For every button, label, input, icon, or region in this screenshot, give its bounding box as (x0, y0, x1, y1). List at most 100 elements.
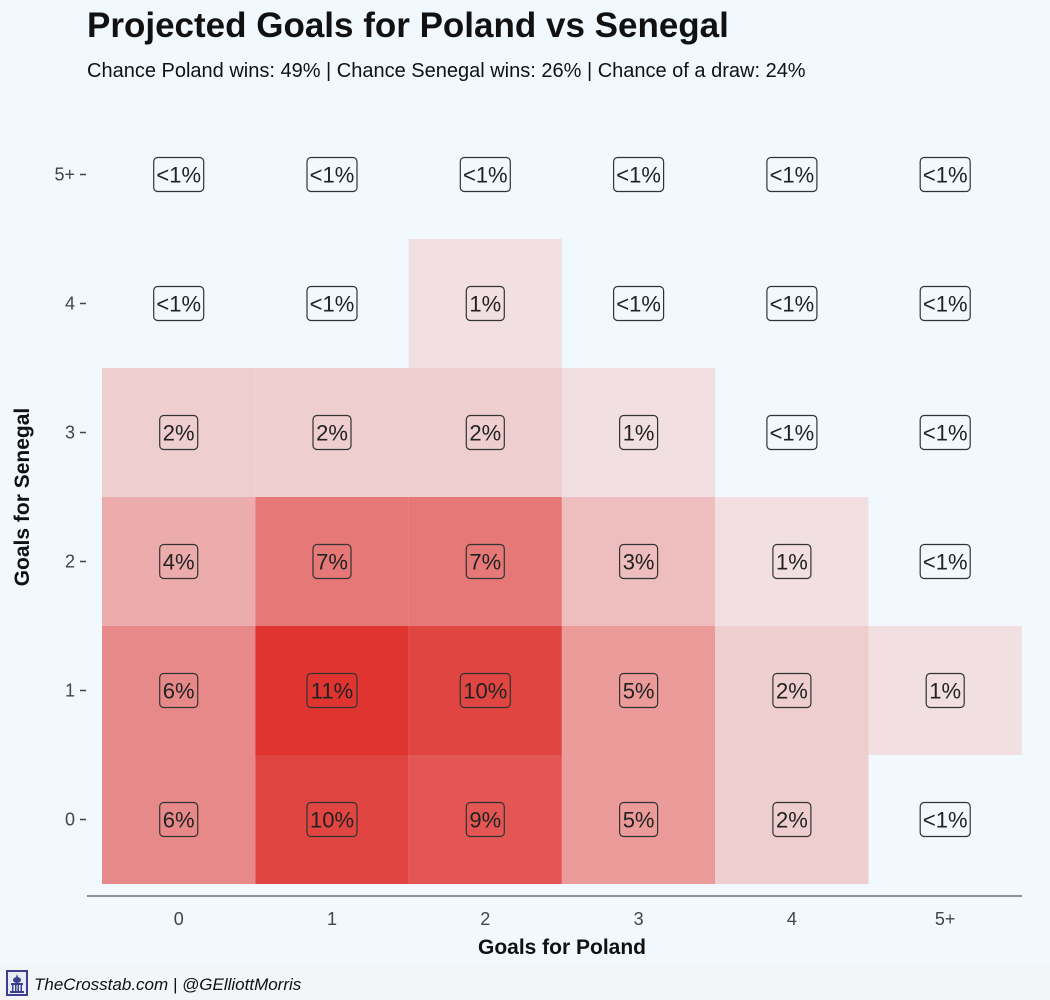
cell-label: <1% (923, 163, 968, 188)
x-tick-label: 3 (634, 909, 644, 929)
cell-label-box (312, 414, 352, 451)
cell-label: 7% (316, 550, 348, 575)
cell-label-box (766, 414, 818, 451)
cell-label: 5% (623, 679, 655, 704)
heatmap-cell (715, 626, 869, 755)
cell-label: 10% (310, 808, 354, 833)
cell-label-box (772, 672, 812, 709)
cell-label: <1% (770, 421, 815, 446)
cell-label-box (618, 672, 659, 709)
cell-label: 1% (776, 550, 808, 575)
cell-label: <1% (770, 292, 815, 317)
cell-label: 4% (163, 550, 195, 575)
cell-label-box (465, 543, 505, 580)
chart-title: Projected Goals for Poland vs Senegal (87, 6, 729, 45)
cell-label: 2% (776, 808, 808, 833)
cell-label-box (306, 672, 358, 709)
y-tick-label: 4 (65, 294, 75, 314)
cell-label-box (919, 543, 971, 580)
cell-label: <1% (923, 421, 968, 446)
cell-label: <1% (156, 292, 201, 317)
cell-label: <1% (923, 292, 968, 317)
cell-label: <1% (310, 292, 355, 317)
heatmap-cell (255, 755, 409, 884)
x-tick-label: 4 (787, 909, 797, 929)
cell-label-box (766, 285, 818, 322)
cell-label-box (766, 156, 818, 193)
heatmap-cell (102, 368, 256, 497)
cell-label: 9% (469, 808, 501, 833)
heatmap-cell (561, 368, 716, 497)
cell-label-box (465, 285, 505, 322)
cell-label-box (306, 801, 358, 838)
cell-label-box (459, 672, 511, 709)
cell-label-box (153, 285, 205, 322)
heatmap-cells (102, 239, 1022, 884)
heatmap-labels: 6% 10% 9% 5% 2% <1% 6% 11% 10% 5% 2% 1% 4% 7% 7% 3% 1% <1… (153, 156, 971, 838)
x-tick-label: 0 (174, 909, 184, 929)
heatmap-cell (102, 497, 256, 626)
cell-label-box (306, 156, 358, 193)
cell-label: 1% (929, 679, 961, 704)
y-tick-label: 1 (65, 681, 75, 701)
cell-label-box (919, 285, 971, 322)
heatmap-cell (561, 626, 716, 755)
y-tick-label: 2 (65, 552, 75, 572)
heatmap-cell (408, 755, 562, 884)
cell-label-box (153, 156, 205, 193)
x-tick-label: 2 (480, 909, 490, 929)
cell-label-box (306, 285, 358, 322)
cell-label: 6% (163, 808, 195, 833)
cell-label-box (612, 285, 665, 322)
capitol-icon (6, 970, 28, 996)
cell-label-box (618, 801, 659, 838)
heatmap-cell (868, 626, 1022, 755)
x-axis-title: Goals for Poland (478, 936, 646, 959)
x-tick-label: 5+ (935, 909, 956, 929)
cell-label: 3% (623, 550, 655, 575)
cell-label: 1% (469, 292, 501, 317)
cell-label: <1% (156, 163, 201, 188)
cell-label-box (772, 801, 812, 838)
footer-credit: TheCrosstab.com | @GElliottMorris (34, 975, 302, 994)
cell-label-box (159, 801, 199, 838)
chart-subtitle: Chance Poland wins: 49% | Chance Senegal… (87, 60, 806, 82)
cell-label: 7% (469, 550, 501, 575)
cell-label: 5% (623, 808, 655, 833)
heatmap-cell (255, 497, 409, 626)
cell-label-box (465, 801, 505, 838)
heatmap-cell (408, 239, 562, 368)
cell-label-box (925, 672, 965, 709)
cell-label: 2% (163, 421, 195, 446)
cell-label-box (465, 414, 505, 451)
heatmap-cell (408, 368, 562, 497)
cell-label: 2% (316, 421, 348, 446)
heatmap-cell (255, 626, 409, 755)
cell-label-box (919, 156, 971, 193)
cell-label-box (612, 156, 665, 193)
footer: TheCrosstab.com | @GElliottMorris (0, 966, 1050, 1000)
cell-label: 2% (776, 679, 808, 704)
heatmap-cell (408, 626, 562, 755)
x-tick-label: 1 (327, 909, 337, 929)
cell-label: <1% (923, 808, 968, 833)
y-axis-title: Goals for Senegal (11, 408, 34, 587)
cell-label: 1% (623, 421, 655, 446)
heatmap-cell (561, 755, 716, 884)
cell-label: <1% (770, 163, 815, 188)
cell-label-box (919, 801, 971, 838)
cell-label: <1% (923, 550, 968, 575)
y-tick-label: 5+ (54, 165, 75, 185)
cell-label-box (772, 543, 812, 580)
cell-label: 10% (463, 679, 507, 704)
cell-label-box (459, 156, 511, 193)
cell-label-box (919, 414, 971, 451)
cell-label: 6% (163, 679, 195, 704)
cell-label-box (618, 414, 659, 451)
heatmap-cell (408, 497, 562, 626)
cell-label: <1% (616, 292, 661, 317)
heatmap-cell (102, 626, 256, 755)
heatmap-cell (561, 497, 716, 626)
y-tick-label: 0 (65, 810, 75, 830)
heatmap-chart: 6% 10% 9% 5% 2% <1% 6% 1 1% 10% 5% 2% 1% 4% 7% 7% 3% 1% <1… (11, 156, 1022, 959)
